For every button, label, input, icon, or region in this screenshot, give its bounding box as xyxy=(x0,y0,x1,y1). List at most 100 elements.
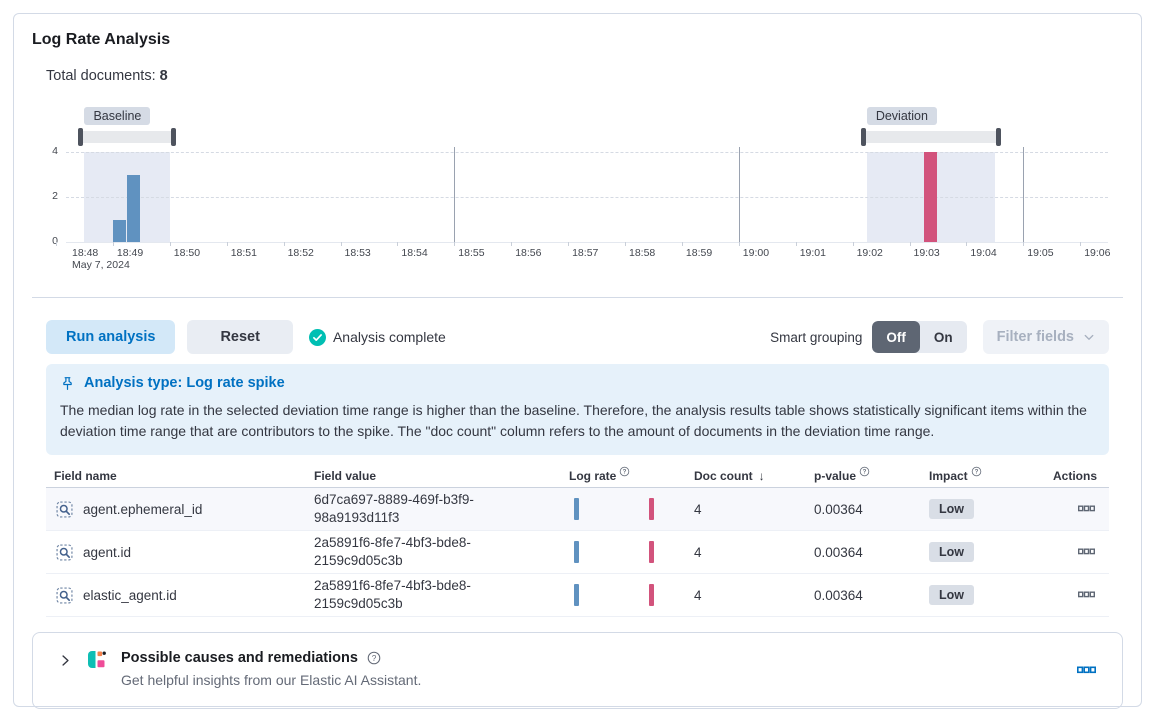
header-log-rate[interactable]: Log rate? xyxy=(561,466,686,483)
x-axis-label: 18:59 xyxy=(685,247,713,259)
header-impact[interactable]: Impact? xyxy=(921,466,1021,483)
p-value: 0.00364 xyxy=(814,587,863,603)
x-axis-tick xyxy=(738,242,740,246)
header-doc-count[interactable]: Doc count ↓ xyxy=(694,468,765,483)
x-axis-label: 18:49 xyxy=(116,247,144,259)
baseline-bar xyxy=(127,174,141,242)
baseline-bar xyxy=(112,219,126,242)
ai-panel-actions-menu-icon[interactable] xyxy=(1075,664,1098,677)
x-axis-tick xyxy=(966,242,968,246)
svg-text:?: ? xyxy=(863,468,867,475)
x-axis-label: 18:48 xyxy=(72,247,99,259)
x-axis-tick xyxy=(1023,242,1025,246)
y-gridline xyxy=(66,197,1108,198)
smart-grouping-toggle: Off On xyxy=(872,321,967,353)
deviation-mini-bar xyxy=(649,498,654,520)
field-value: 2a5891f6-8fe7-4bf3-bde8-2159c9d05c3b xyxy=(314,578,471,611)
reset-button[interactable]: Reset xyxy=(187,320,293,354)
p-value: 0.00364 xyxy=(814,544,863,560)
x-axis-tick xyxy=(795,242,797,246)
field-filter-search-icon[interactable] xyxy=(54,542,75,563)
log-rate-analysis-panel: Log Rate Analysis Total documents: 8 0 2 4… xyxy=(13,13,1142,709)
row-actions-menu-icon[interactable] xyxy=(1076,589,1097,601)
page-title: Log Rate Analysis xyxy=(32,31,171,48)
deviation-brush-handle-left[interactable] xyxy=(860,128,866,146)
deviation-brush-bar[interactable] xyxy=(862,131,999,143)
x-gridline xyxy=(738,147,740,242)
y-axis-label: 4 xyxy=(52,145,58,157)
info-icon: ? xyxy=(859,466,870,480)
field-name: agent.id xyxy=(83,544,132,560)
total-documents-value: 8 xyxy=(159,68,168,84)
x-axis-tick xyxy=(511,242,513,246)
x-axis-tick xyxy=(340,242,342,246)
x-axis-tick xyxy=(1080,242,1082,246)
x-axis-label: 19:02 xyxy=(856,247,883,259)
run-analysis-button[interactable]: Run analysis xyxy=(46,320,176,354)
callout-title: Analysis type: Log rate spike xyxy=(84,375,285,391)
divider xyxy=(32,297,1123,298)
smart-grouping-off-button[interactable]: Off xyxy=(872,321,920,353)
p-value: 0.00364 xyxy=(814,501,863,517)
x-axis-label: 18:51 xyxy=(230,247,257,259)
field-filter-search-icon[interactable] xyxy=(54,499,75,520)
x-axis-label: 19:05 xyxy=(1027,247,1054,259)
pinned-icon xyxy=(60,376,75,391)
baseline-mini-bar xyxy=(574,584,579,606)
x-axis-label: 18:58 xyxy=(629,247,656,259)
svg-text:?: ? xyxy=(623,468,627,475)
y-gridline xyxy=(66,152,1108,153)
x-axis-label: 19:03 xyxy=(913,247,940,259)
x-axis-label: 19:01 xyxy=(799,247,826,259)
row-actions-menu-icon[interactable] xyxy=(1076,503,1097,515)
log-rate-histogram-chart[interactable]: 0 2 4 18:48 18:49 18:50 18:51 18:52 18:53 18:54 18… xyxy=(14,101,1141,273)
chevron-down-icon xyxy=(1083,331,1095,343)
elastic-ai-assistant-icon xyxy=(88,651,106,673)
x-axis-line xyxy=(66,242,1108,243)
callout-body: The median log rate in the selected devi… xyxy=(60,402,1087,439)
sort-descending-icon: ↓ xyxy=(758,468,765,483)
baseline-mini-bar xyxy=(574,541,579,563)
x-gridline xyxy=(1023,147,1025,242)
help-icon[interactable]: ? xyxy=(367,651,381,665)
table-row: elastic_agent.id 2a5891f6-8fe7-4bf3-bde8… xyxy=(46,574,1109,617)
svg-text:?: ? xyxy=(974,468,978,475)
total-documents-label: Total documents: xyxy=(46,68,156,84)
header-p-value[interactable]: p-value? xyxy=(806,466,921,483)
ai-panel-title: Possible causes and remediations xyxy=(121,650,358,666)
header-field-value[interactable]: Field value xyxy=(314,468,377,483)
x-axis-tick xyxy=(568,242,570,246)
info-icon: ? xyxy=(971,466,982,480)
field-filter-search-icon[interactable] xyxy=(54,585,75,606)
baseline-brush-bar[interactable] xyxy=(80,131,174,143)
x-axis-label: 19:04 xyxy=(970,247,997,259)
filter-fields-button[interactable]: Filter fields xyxy=(982,320,1109,354)
x-axis-tick xyxy=(454,242,456,246)
y-axis-label: 0 xyxy=(52,235,58,247)
header-field-name[interactable]: Field name xyxy=(54,468,117,483)
impact-badge: Low xyxy=(929,585,974,605)
check-circle-icon xyxy=(308,328,326,346)
x-axis-label: 18:50 xyxy=(173,247,201,259)
baseline-brush-handle-left[interactable] xyxy=(78,128,84,146)
table-row: agent.ephemeral_id 6d7ca697-8889-469f-b3… xyxy=(46,488,1109,531)
baseline-brush-handle-right[interactable] xyxy=(170,128,176,146)
row-actions-menu-icon[interactable] xyxy=(1076,546,1097,558)
x-axis-tick xyxy=(909,242,911,246)
x-axis-label: 18:56 xyxy=(515,247,542,259)
expand-chevron-right-icon[interactable] xyxy=(57,652,74,669)
header-actions: Actions xyxy=(1052,468,1097,483)
x-axis-tick xyxy=(283,242,285,246)
x-axis-label: 19:00 xyxy=(742,247,770,259)
x-axis-label: 18:55 xyxy=(458,247,485,259)
table-body: agent.ephemeral_id 6d7ca697-8889-469f-b3… xyxy=(46,488,1109,617)
impact-badge: Low xyxy=(929,542,974,562)
field-name: elastic_agent.id xyxy=(83,587,177,603)
smart-grouping-on-button[interactable]: On xyxy=(933,329,953,345)
log-rate-mini-chart xyxy=(561,539,686,565)
x-axis-label: 19:06 xyxy=(1084,247,1111,259)
x-axis-tick xyxy=(625,242,626,246)
field-name: agent.ephemeral_id xyxy=(83,501,203,517)
deviation-brush-handle-right[interactable] xyxy=(995,128,1001,146)
deviation-bar xyxy=(923,152,937,242)
